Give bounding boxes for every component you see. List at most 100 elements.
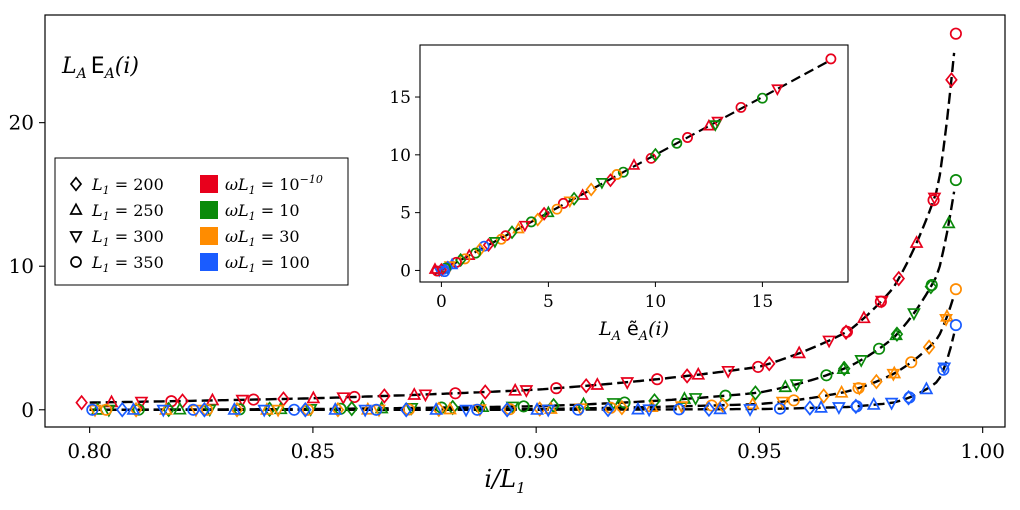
main-data-point xyxy=(508,382,523,396)
main-data-point xyxy=(778,379,793,393)
main-data-point xyxy=(550,382,563,395)
inset-x-ticks: 0 5 10 15 xyxy=(436,282,773,312)
main-data-point xyxy=(890,326,904,343)
inset-data-point xyxy=(709,120,722,132)
main-data-point xyxy=(134,396,149,410)
main-data-point xyxy=(227,402,242,415)
main-data-point xyxy=(260,402,274,415)
main-data-point xyxy=(86,403,99,416)
main-data-point xyxy=(449,387,462,400)
main-data-point xyxy=(820,369,833,382)
main-data-point xyxy=(478,384,492,400)
legend-marker-label: L1 = 300 xyxy=(91,227,164,249)
main-data-point xyxy=(358,404,373,418)
legend-color-label: ωL1 = 10−10 xyxy=(225,173,323,197)
inset-data-point xyxy=(702,118,716,131)
main-data-point xyxy=(937,362,952,376)
main-data-point xyxy=(713,401,728,415)
inset-y-tick-label: 0 xyxy=(400,261,411,281)
main-data-point xyxy=(129,401,143,418)
main-data-point xyxy=(834,384,849,398)
inset-data-point xyxy=(542,205,555,218)
legend-marker-triangle-down xyxy=(69,231,83,244)
inset-data-point xyxy=(576,188,589,200)
main-plot-frame xyxy=(44,14,1006,428)
legend-color-label: ωL1 = 10 xyxy=(225,201,300,223)
main-data-point xyxy=(752,360,765,373)
inset-y-ticks: 0 5 10 15 xyxy=(389,88,420,281)
main-data-point xyxy=(852,382,865,395)
main-data-point xyxy=(814,399,828,413)
main-data-point xyxy=(172,401,187,415)
legend-color-swatch xyxy=(200,253,218,271)
main-data-point xyxy=(306,390,321,404)
main-data-point xyxy=(618,396,631,409)
main-data-point xyxy=(126,402,141,415)
main-data-point xyxy=(370,403,383,416)
main-data-point xyxy=(345,400,359,417)
main-data-point xyxy=(892,270,906,287)
main-data-point xyxy=(817,388,831,404)
inset-data-point xyxy=(611,169,623,180)
main-data-point xyxy=(857,310,871,324)
main-data-point xyxy=(924,278,938,295)
main-data-point xyxy=(919,381,934,395)
main-data-point xyxy=(789,379,804,393)
main-data-point xyxy=(849,398,863,415)
main-data-point xyxy=(590,377,605,390)
main-corner-label: LA EA(i) xyxy=(61,54,139,82)
legend-marker-circle xyxy=(70,256,82,268)
inset-data-point xyxy=(482,237,495,253)
main-data-point xyxy=(927,194,940,207)
main-data-point xyxy=(429,402,444,415)
main-data-point xyxy=(873,342,886,355)
main-data-point xyxy=(331,401,345,418)
legend-color-swatch xyxy=(200,201,218,219)
main-data-point xyxy=(443,401,457,415)
main-fit-line xyxy=(89,333,956,411)
main-x-tick-label: 0.85 xyxy=(291,439,336,463)
main-data-point xyxy=(432,401,446,418)
main-data-point xyxy=(905,356,918,369)
main-data-point xyxy=(822,335,836,349)
main-data-point xyxy=(721,365,736,379)
legend: L1 = 200 L1 = 250 L1 = 300 L1 = 350 ωL1 = 10… xyxy=(54,157,349,286)
main-x-tick-label: 0.80 xyxy=(67,439,112,463)
main-data-point xyxy=(201,403,214,416)
main-data-point xyxy=(328,402,343,415)
main-data-point xyxy=(402,403,415,416)
inset-y-tick-label: 10 xyxy=(389,146,411,166)
inset-x-axis-label: LA ẽA(i) xyxy=(598,318,669,344)
inset-y-tick-label: 5 xyxy=(400,204,411,224)
inset-x-tick-label: 0 xyxy=(436,292,447,312)
main-data-point xyxy=(519,385,534,398)
main-data-point xyxy=(156,404,171,418)
main-data-point xyxy=(870,373,883,390)
main-data-point xyxy=(922,339,936,356)
main-data-point xyxy=(500,401,514,418)
main-data-point xyxy=(762,355,776,372)
main-data-point xyxy=(579,377,593,394)
main-data-point xyxy=(620,377,635,390)
main-data-point xyxy=(503,403,516,416)
main-data-point xyxy=(907,308,921,321)
main-data-point xyxy=(247,393,260,406)
main-data-point xyxy=(530,401,544,415)
legend-marker-label: L1 = 200 xyxy=(91,175,164,197)
inset-data-point xyxy=(771,84,784,97)
main-data-point xyxy=(743,404,757,417)
inset-data-point xyxy=(825,53,837,65)
main-data-point xyxy=(949,319,962,332)
main-data-point xyxy=(517,400,530,413)
inset-data-point xyxy=(682,132,693,143)
main-y-ticks: 0 10 20 xyxy=(9,111,45,422)
main-data-point xyxy=(949,27,962,40)
inset-data-point xyxy=(649,147,662,162)
inset-data-point xyxy=(495,233,507,245)
inset-data-point xyxy=(557,197,569,209)
legend-color-swatch xyxy=(200,175,218,193)
legend-color-label: ωL1 = 100 xyxy=(225,253,310,275)
inset-data-point xyxy=(756,92,768,104)
main-data-point xyxy=(691,366,706,380)
main-data-point xyxy=(544,401,558,414)
